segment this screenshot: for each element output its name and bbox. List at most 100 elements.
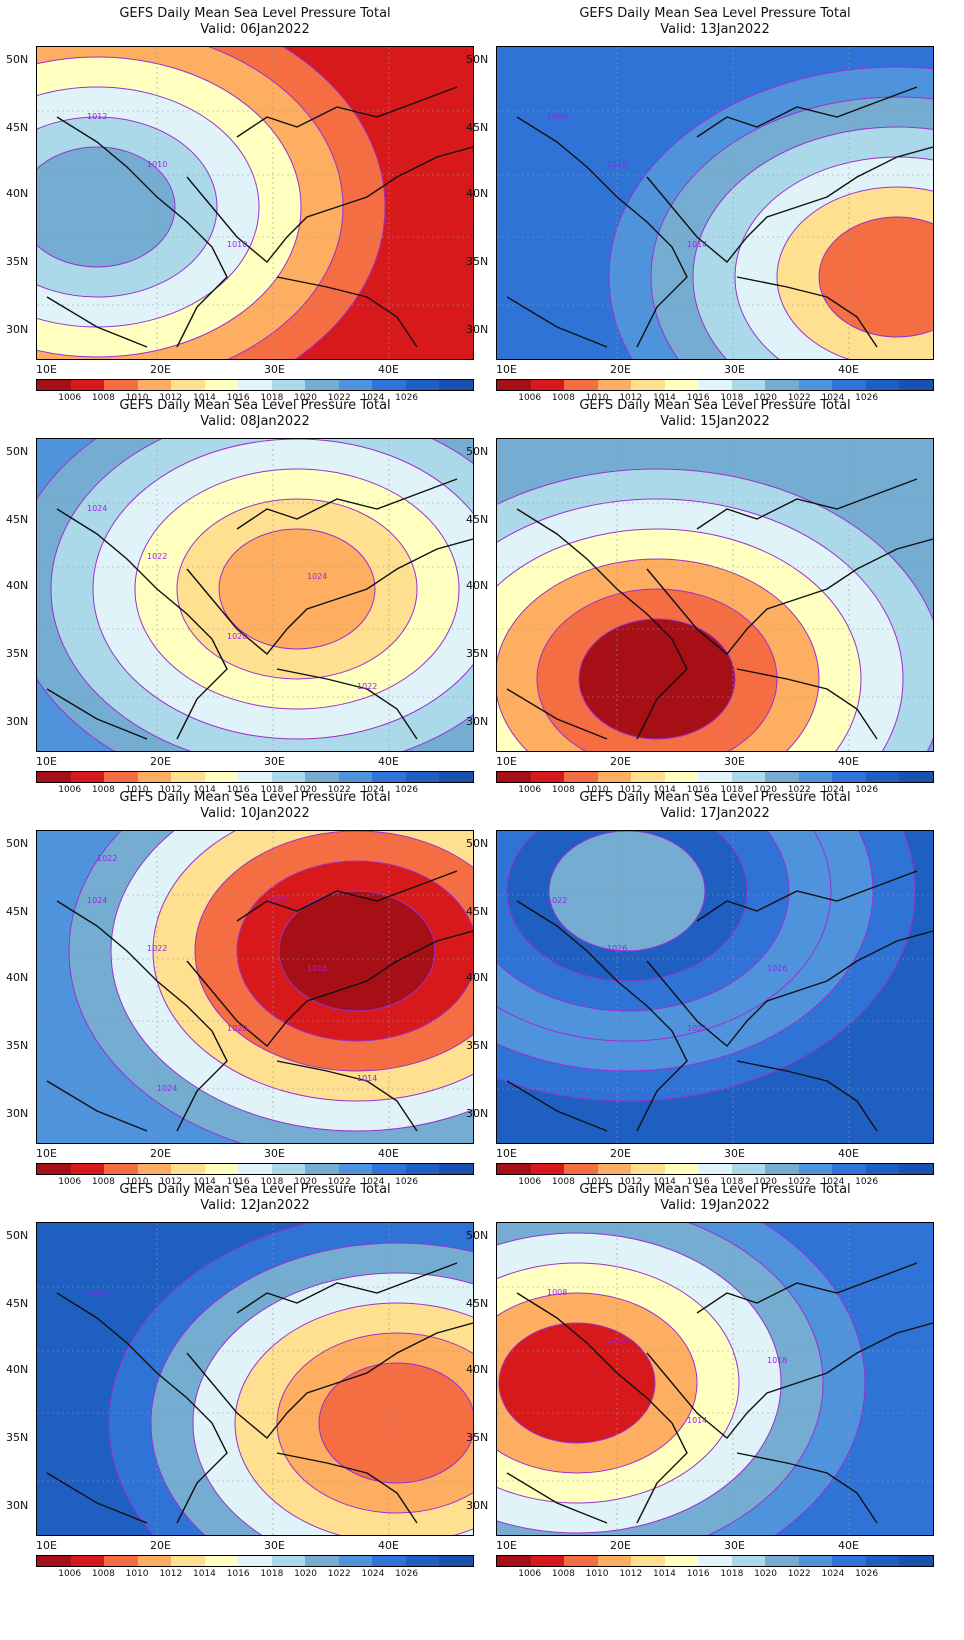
colorbar-tick-label: 1016	[686, 785, 710, 795]
colorbar-tick-label: 1018	[720, 1177, 744, 1187]
colorbar-swatch	[899, 1164, 933, 1174]
contour-label: 1020	[227, 1024, 247, 1033]
colorbar-swatch	[305, 380, 339, 390]
colorbar-swatch	[171, 772, 205, 782]
latitude-label: 50N	[466, 445, 489, 458]
colorbar-tick-label: 1026	[855, 785, 879, 795]
colorbar-tick-label: 1026	[395, 785, 419, 795]
colorbar-swatch	[564, 380, 598, 390]
colorbar-swatch	[338, 772, 373, 782]
colorbar-swatch	[305, 1556, 339, 1566]
latitude-label: 50N	[6, 1229, 29, 1242]
contour-label: 1010	[607, 1336, 627, 1345]
colorbar-swatch	[530, 772, 565, 782]
colorbar-swatch	[731, 1556, 766, 1566]
colorbar-swatch	[698, 1556, 732, 1566]
latitude-label: 30N	[6, 715, 29, 728]
colorbar-tick-label: 1022	[327, 1569, 351, 1579]
colorbar-tick-label: 1024	[821, 393, 845, 403]
colorbar-swatch	[271, 1556, 306, 1566]
colorbar-swatch	[37, 1556, 71, 1566]
colorbar-tick-label: 1008	[551, 393, 575, 403]
longitude-label: 30E	[264, 755, 285, 768]
coastline	[46, 86, 473, 348]
contour-label: 1026	[767, 964, 787, 973]
colorbar-tick-label: 1006	[518, 1569, 542, 1579]
contour-label: 1024	[307, 572, 327, 581]
colorbar-tick-label: 1024	[821, 1569, 845, 1579]
pressure-map: 1022 1026 1024 1026	[496, 830, 934, 1144]
contour-label: 1022	[547, 896, 567, 905]
pressure-map: 1024 1022 1020 1024 1022	[36, 438, 474, 752]
latitude-label: 45N	[466, 1297, 489, 1310]
colorbar-swatch	[372, 380, 406, 390]
latitude-label: 30N	[6, 1107, 29, 1120]
pressure-map: 1012	[36, 1222, 474, 1536]
colorbar-swatch	[104, 1164, 138, 1174]
colorbar-swatch	[597, 380, 632, 390]
colorbar-tick-label: 1020	[754, 785, 777, 795]
colorbar-tick-label: 1006	[518, 1177, 542, 1187]
panel-title: GEFS Daily Mean Sea Level Pressure Total	[579, 6, 851, 21]
colorbar-tick-label: 1012	[619, 393, 643, 403]
colorbar-tick-label: 1024	[821, 1177, 845, 1187]
coastline	[46, 870, 473, 1132]
contour-label: 1018	[307, 964, 327, 973]
colorbar-swatch	[70, 380, 105, 390]
colorbar-tick-label: 1010	[125, 1569, 149, 1579]
colorbar-tick-label: 1006	[58, 785, 82, 795]
colorbar-tick-label: 1018	[260, 1569, 284, 1579]
colorbar-tick-label: 1016	[686, 1177, 710, 1187]
colorbar-tick-label: 1026	[395, 393, 419, 403]
colorbar-swatch	[865, 772, 900, 782]
colorbar-swatch	[631, 772, 665, 782]
contour-label: 1024	[87, 896, 107, 905]
colorbar-swatch	[631, 1164, 665, 1174]
colorbar-tick-label: 1012	[159, 785, 183, 795]
colorbar-tick-label: 1014	[193, 1569, 216, 1579]
colorbar-tick-label: 1014	[193, 785, 216, 795]
colorbar-tick-label: 1012	[159, 1177, 183, 1187]
contour-label: 1024	[687, 1024, 707, 1033]
colorbar-swatch	[664, 380, 699, 390]
panel-valid-date: Valid: 12Jan2022	[200, 1198, 310, 1213]
colorbar-tick-label: 1012	[159, 393, 183, 403]
colorbar	[36, 1555, 474, 1567]
colorbar-swatch	[405, 380, 440, 390]
colorbar-swatch	[832, 772, 866, 782]
colorbar-swatch	[798, 380, 833, 390]
colorbar-swatch	[338, 1556, 373, 1566]
contour-label: 1018	[267, 894, 287, 903]
latitude-label: 35N	[466, 255, 489, 268]
latitude-label: 45N	[466, 513, 489, 526]
colorbar-tick-label: 1008	[551, 1177, 575, 1187]
pressure-map: 1012 1010 1010	[36, 46, 474, 360]
colorbar-tick-label: 1020	[754, 393, 777, 403]
longitude-label: 20E	[610, 1147, 631, 1160]
latitude-label: 40N	[466, 971, 489, 984]
colorbar-swatch	[530, 1164, 565, 1174]
coastline	[46, 1262, 473, 1524]
latitude-label: 45N	[6, 1297, 29, 1310]
colorbar-tick-label: 1018	[720, 785, 744, 795]
colorbar-swatch	[765, 772, 799, 782]
colorbar-swatch	[70, 1556, 105, 1566]
contour-label: 1022	[147, 944, 167, 953]
colorbar	[36, 1163, 474, 1175]
contour-label: 1010	[147, 160, 167, 169]
colorbar-tick-label: 1022	[327, 1177, 351, 1187]
latitude-label: 35N	[6, 255, 29, 268]
colorbar-tick-label: 1020	[294, 785, 317, 795]
map-panel: GEFS Daily Mean Sea Level Pressure Total…	[460, 784, 942, 1194]
colorbar-swatch	[204, 380, 239, 390]
colorbar-tick-label: 1008	[91, 1177, 115, 1187]
contour-label: 1022	[97, 854, 117, 863]
contour-label: 1014	[687, 1416, 707, 1425]
colorbar-swatch	[171, 1164, 205, 1174]
longitude-label: 40E	[838, 1539, 859, 1552]
pressure-contour	[548, 831, 706, 952]
contour-label: 1018	[767, 1356, 787, 1365]
colorbar-tick-label: 1020	[754, 1177, 777, 1187]
colorbar-tick-label: 1008	[551, 1569, 575, 1579]
colorbar-tick-label: 1014	[653, 785, 676, 795]
